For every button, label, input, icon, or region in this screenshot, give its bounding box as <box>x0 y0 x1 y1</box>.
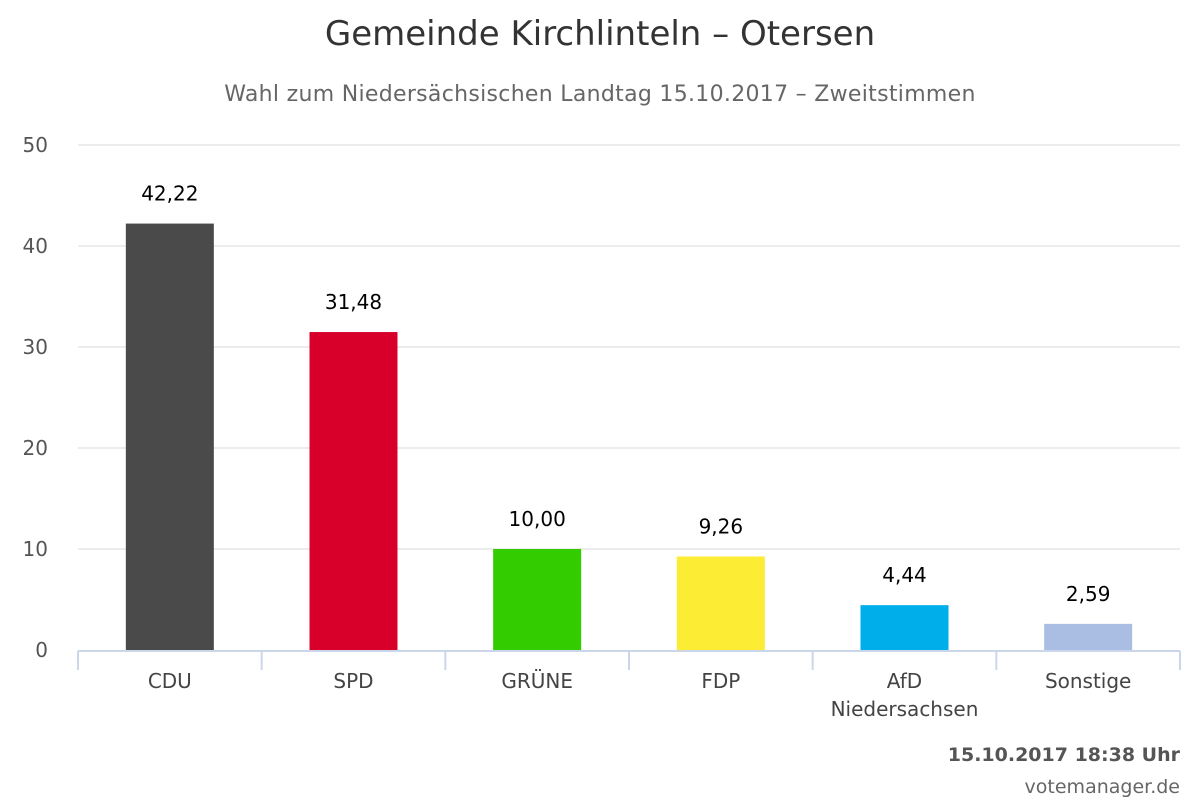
y-tick-label: 20 <box>23 436 48 460</box>
data-label: 9,26 <box>699 514 744 538</box>
bar <box>676 556 765 650</box>
y-tick-label: 40 <box>23 234 48 258</box>
x-tick-label: SPD <box>333 669 373 693</box>
bar <box>125 223 214 650</box>
bar <box>493 549 582 650</box>
y-tick-label: 30 <box>23 335 48 359</box>
x-tick-label: AfD <box>887 669 922 693</box>
data-label: 42,22 <box>141 182 198 206</box>
y-tick-label: 0 <box>35 638 48 662</box>
y-tick-label: 50 <box>23 133 48 157</box>
chart-subtitle: Wahl zum Niedersächsischen Landtag 15.10… <box>224 82 976 107</box>
y-tick-label: 10 <box>23 537 48 561</box>
data-label: 10,00 <box>509 507 566 531</box>
x-tick-label: CDU <box>148 669 192 693</box>
data-label: 2,59 <box>1066 582 1111 606</box>
x-tick-label: FDP <box>701 669 740 693</box>
bar <box>309 332 398 650</box>
credits-link[interactable]: votemanager.de <box>1024 776 1180 798</box>
x-tick-label: GRÜNE <box>501 669 573 693</box>
data-label: 31,48 <box>325 290 382 314</box>
data-label: 4,44 <box>882 563 927 587</box>
x-tick-label: Niedersachsen <box>831 697 979 721</box>
x-tick-label: Sonstige <box>1045 669 1131 693</box>
bar <box>860 605 949 650</box>
bar <box>1044 623 1133 650</box>
timestamp: 15.10.2017 18:38 Uhr <box>947 744 1180 766</box>
chart-title: Gemeinde Kirchlinteln – Otersen <box>324 14 876 54</box>
